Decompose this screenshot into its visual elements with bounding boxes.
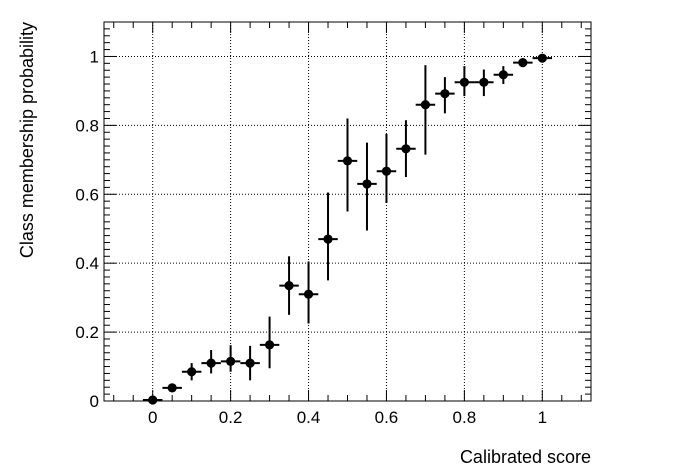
data-point-group (493, 66, 514, 85)
x-tick-label: 0.4 (297, 408, 321, 427)
data-point (479, 77, 489, 87)
y-axis-title: Class membership probability (17, 22, 37, 258)
data-point (167, 383, 177, 393)
data-point-group (396, 120, 416, 178)
data-point (303, 289, 314, 299)
x-tick-label: 0.2 (219, 408, 243, 427)
data-point-group (337, 118, 358, 212)
y-tick-label: 0.4 (75, 254, 99, 273)
y-tick-label: 1 (90, 47, 99, 66)
y-tick-label: 0 (90, 392, 99, 411)
data-point (420, 100, 431, 110)
data-point (537, 53, 547, 63)
data-point-group (298, 261, 319, 324)
data-point (187, 367, 197, 377)
data-point-group (435, 77, 455, 114)
data-point (518, 58, 528, 68)
data-point (245, 358, 255, 368)
y-tick-label: 0.6 (75, 185, 99, 204)
data-point-group (513, 58, 533, 68)
data-point (459, 77, 469, 87)
data-point (381, 166, 392, 176)
x-tick-label: 0.8 (453, 408, 477, 427)
x-tick-label: 0 (148, 408, 157, 427)
x-tick-label: 1 (538, 408, 547, 427)
y-tick-label: 0.2 (75, 323, 99, 342)
y-tick-label: 0.8 (75, 116, 99, 135)
data-point (498, 70, 508, 80)
data-point (440, 89, 450, 99)
data-point-group (415, 65, 436, 155)
data-point-group (376, 133, 397, 203)
x-tick-label: 0.6 (375, 408, 399, 427)
data-point (362, 179, 372, 189)
data-point (342, 156, 353, 166)
data-point (226, 356, 236, 366)
data-point-group (279, 256, 299, 315)
x-axis-title: Calibrated score (460, 447, 591, 467)
data-point-group (181, 363, 202, 381)
data-point (401, 144, 411, 154)
data-point-group (259, 316, 280, 369)
data-point-group (532, 53, 553, 63)
tick-labels: 0 0.2 0.4 0.6 0.8 1 0 0.2 0.4 0.6 0.8 1 (75, 47, 547, 427)
data-point-group (318, 192, 338, 281)
data-point (284, 280, 294, 291)
data-marks (142, 53, 553, 405)
data-point-group (474, 69, 494, 97)
data-point-group (201, 350, 221, 374)
data-point (264, 340, 275, 350)
axis-ticks (104, 21, 591, 402)
data-point-group (240, 345, 260, 381)
data-point-group (454, 66, 475, 97)
data-point (206, 358, 216, 368)
data-point (148, 395, 158, 405)
data-point (323, 234, 333, 244)
data-point-group (142, 395, 163, 405)
data-point-group (162, 383, 182, 393)
data-point-group (357, 142, 377, 231)
data-point-group (220, 345, 241, 372)
